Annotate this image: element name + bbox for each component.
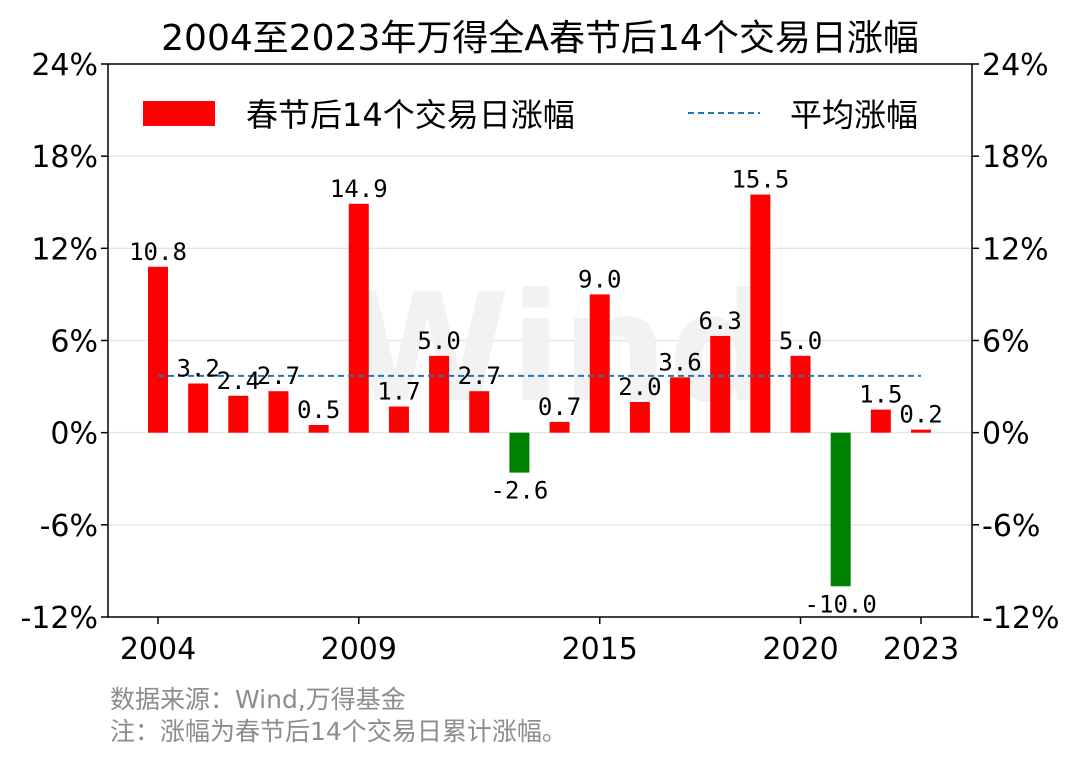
- y-tick-label-left: 18%: [31, 140, 98, 175]
- bar-2019: [750, 194, 771, 433]
- bar-2010: [388, 406, 409, 433]
- data-label-2006: 2.4: [217, 367, 260, 395]
- bar-2023: [911, 429, 931, 433]
- data-label-2020: 5.0: [779, 327, 822, 355]
- x-tick-label: 2023: [883, 632, 959, 667]
- y-axis-right: 24% 18% 12% 6% 0% -6% -12%: [972, 48, 1060, 636]
- data-label-2008: 0.5: [297, 396, 340, 424]
- data-label-2014: 0.7: [538, 393, 581, 421]
- bar-2009: [348, 203, 369, 433]
- y-tick-label-right: -6%: [982, 509, 1040, 544]
- y-tick-label-left: 12%: [31, 232, 98, 267]
- y-tick-label-right: -12%: [982, 601, 1060, 636]
- bar-2016: [629, 401, 650, 433]
- legend: 春节后14个交易日涨幅 平均涨幅: [143, 96, 918, 134]
- bar-2006: [228, 395, 249, 433]
- legend-label-average: 平均涨幅: [790, 96, 918, 134]
- data-label-2016: 2.0: [618, 373, 661, 401]
- data-label-2023: 0.2: [899, 401, 942, 429]
- bar-2014: [549, 421, 570, 433]
- legend-label-bar: 春节后14个交易日涨幅: [246, 96, 575, 134]
- data-label-2010: 1.7: [377, 378, 420, 406]
- data-label-2005: 3.2: [176, 355, 219, 383]
- bar-2018: [710, 335, 731, 433]
- source-note: 数据来源：Wind,万得基金: [110, 685, 406, 714]
- data-label-2017: 3.6: [658, 348, 701, 376]
- bar-2004: [148, 266, 168, 433]
- data-label-2007: 2.7: [257, 362, 300, 390]
- data-label-2012: 2.7: [458, 362, 501, 390]
- y-tick-label-right: 18%: [982, 140, 1049, 175]
- footnote: 注：涨幅为春节后14个交易日累计涨幅。: [110, 717, 567, 746]
- data-label-2004: 10.8: [129, 238, 187, 266]
- y-axis-left: 24% 18% 12% 6% 0% -6% -12%: [20, 48, 108, 636]
- data-label-2018: 6.3: [699, 307, 742, 335]
- grid-lines: [108, 155, 972, 526]
- data-label-2019: 15.5: [731, 166, 789, 194]
- y-tick-label-right: 6%: [982, 325, 1030, 360]
- x-tick-label: 2009: [321, 632, 397, 667]
- y-tick-label-left: 0%: [50, 417, 98, 452]
- y-tick-label-right: 0%: [982, 417, 1030, 452]
- bar-2017: [670, 377, 691, 433]
- data-label-2009: 14.9: [330, 175, 388, 203]
- bar-chart: 2004至2023年万得全A春节后14个交易日涨幅 Wind 10.83.22.…: [20, 18, 1060, 667]
- bar-2013: [509, 432, 530, 473]
- data-label-2022: 1.5: [859, 381, 902, 409]
- y-tick-label-left: -6%: [40, 509, 98, 544]
- y-tick-label-right: 12%: [982, 232, 1049, 267]
- data-labels: 10.83.22.42.70.514.91.75.02.7-2.60.79.02…: [129, 166, 943, 619]
- x-tick-label: 2020: [762, 632, 838, 667]
- y-tick-label-left: 6%: [50, 325, 98, 360]
- y-tick-label-left: 24%: [31, 48, 98, 83]
- data-label-2011: 5.0: [417, 327, 460, 355]
- legend-swatch-bar: [143, 101, 215, 126]
- data-label-2013: -2.6: [491, 477, 549, 505]
- bar-2011: [429, 355, 450, 433]
- x-tick-label: 2015: [562, 632, 638, 667]
- data-label-2015: 9.0: [578, 265, 621, 293]
- bar-2008: [308, 424, 329, 433]
- bar-2015: [589, 294, 610, 433]
- bar-2022: [870, 409, 891, 433]
- bar-2021: [830, 432, 851, 587]
- bar-2007: [268, 391, 289, 433]
- y-tick-label-right: 24%: [982, 48, 1049, 83]
- bar-2020: [790, 355, 811, 433]
- bar-2012: [469, 391, 490, 433]
- data-label-2021: -10.0: [805, 590, 877, 618]
- x-tick-label: 2004: [120, 632, 196, 667]
- x-axis: 2004 2009 2015 2020 2023: [120, 617, 959, 667]
- watermark-logo: Wind: [344, 262, 775, 436]
- y-tick-label-left: -12%: [20, 601, 98, 636]
- chart-title: 2004至2023年万得全A春节后14个交易日涨幅: [161, 18, 919, 59]
- bar-2005: [188, 383, 209, 433]
